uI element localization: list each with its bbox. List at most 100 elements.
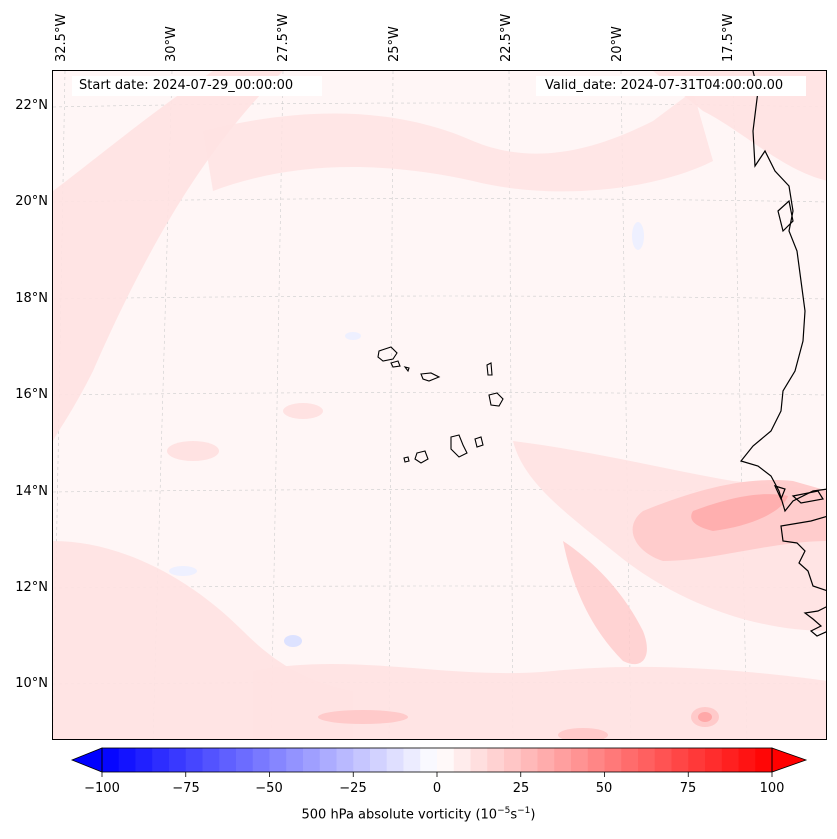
colorbar-segment (135, 748, 153, 772)
contour-northwest-band (53, 71, 283, 441)
colorbar-segment (654, 748, 673, 772)
colorbar-segment (202, 748, 220, 772)
colorbar-extend-max (771, 747, 808, 773)
colorbar-segment (169, 748, 187, 772)
start-date-box (72, 76, 322, 96)
colorbar-ticks (101, 772, 773, 777)
colorbar-segment (403, 748, 421, 772)
island-sao-vicente (390, 360, 401, 368)
colorbar-segment (152, 748, 170, 772)
island-santiago (450, 434, 468, 458)
colorbar-segment (520, 748, 539, 772)
start-date-label: Start date: 2024-07-29_00:00:00 (79, 78, 294, 93)
colorbar-tick-label: 75 (679, 781, 697, 796)
colorbar-segment (604, 748, 622, 772)
colorbar-segment (537, 748, 555, 772)
contour-coast-north (653, 71, 826, 181)
island-sao-nicolau (420, 372, 441, 382)
colorbar-segment (587, 748, 606, 772)
colorbar-segment (269, 748, 287, 772)
coastal-island-1 (777, 199, 794, 233)
valid-date-box (536, 76, 806, 96)
lon-label-22-5w: 22.5°W (499, 13, 514, 62)
island-santa-luzia (403, 366, 410, 373)
lon-label-27-5w: 27.5°W (276, 13, 291, 62)
contour-south-core-1 (318, 710, 408, 724)
guinea-coastline (780, 515, 826, 591)
contour-blue-patch-2 (169, 566, 197, 576)
contour-south-core-3-strong (698, 712, 712, 722)
contour-north-band (203, 91, 713, 192)
contour-south-core-2 (558, 728, 608, 739)
colorbar-segment (453, 748, 472, 772)
lon-label-32-5w: 32.5°W (54, 13, 69, 62)
lon-label-20w: 20°W (610, 26, 625, 62)
island-fogo (414, 450, 429, 464)
west-africa-coastline (739, 71, 826, 513)
vorticity-contours (53, 71, 826, 739)
island-santo-antao (377, 346, 398, 362)
colorbar-label-prefix: 500 hPa absolute vorticity (10 (301, 807, 498, 823)
colorbar-segment (571, 748, 589, 772)
contour-southeast-band (563, 541, 647, 665)
lat-label-18n: 18°N (15, 291, 48, 306)
colorbar-segment (353, 748, 371, 772)
island-sal (486, 362, 493, 376)
lat-label-10n: 10°N (15, 676, 48, 691)
colorbar-segment (252, 748, 271, 772)
colorbar-segment (470, 748, 488, 772)
colorbar-segment (621, 748, 639, 772)
colorbar-tick-label: 0 (432, 781, 442, 796)
colorbar-segment (638, 748, 656, 772)
colorbar-segment (755, 748, 773, 772)
lon-label-25w: 25°W (387, 26, 402, 62)
colorbar-segment (688, 748, 706, 772)
colorbar-segment (336, 748, 354, 772)
colorbar-segment (487, 748, 505, 772)
contour-blue-patch-3 (345, 332, 361, 340)
sierra-leone-coastline (803, 606, 826, 637)
colorbar-tick-label: −50 (255, 781, 283, 796)
colorbar-segment (118, 748, 137, 772)
colorbar-segment (554, 748, 572, 772)
colorbar-segment (504, 748, 522, 772)
island-maio (474, 436, 484, 448)
lat-label-12n: 12°N (15, 580, 48, 595)
island-brava (403, 456, 410, 463)
colorbar-segment (303, 748, 321, 772)
colorbar-segment (185, 748, 204, 772)
lat-label-20n: 20°N (15, 194, 48, 209)
colorbar-segment (721, 748, 740, 772)
lat-label-14n: 14°N (15, 484, 48, 499)
colorbar-extend-min (70, 747, 103, 773)
coastal-island-2 (773, 485, 786, 501)
lon-label-30w: 30°W (164, 26, 179, 62)
map-panel (52, 70, 827, 740)
colorbar-label-exp1: −5 (497, 806, 511, 816)
contour-mid-patch-2 (167, 441, 219, 461)
lat-label-16n: 16°N (15, 387, 48, 402)
colorbar-tick-label: −25 (339, 781, 367, 796)
colorbar-label-suffix: ) (530, 807, 536, 823)
colorbar-segment (236, 748, 254, 772)
contour-south-band (253, 663, 826, 739)
colorbar-label-mid: s (510, 807, 518, 823)
island-boa-vista (488, 392, 504, 407)
colorbar-segment (420, 748, 438, 772)
colorbar-segment (705, 748, 723, 772)
colorbar (70, 747, 808, 777)
colorbar-segments (102, 748, 773, 772)
colorbar-tick-label: −100 (84, 781, 120, 796)
contour-mid-patch-1 (283, 403, 323, 419)
colorbar-segment (219, 748, 237, 772)
colorbar-tick-label: 25 (512, 781, 530, 796)
contour-blue-patch-4 (632, 222, 644, 250)
colorbar-tick-label: 100 (759, 781, 785, 796)
colorbar-segment (437, 748, 455, 772)
colorbar-label: 500 hPa absolute vorticity (10−5s−1) (0, 806, 837, 822)
cape-verde-islands (377, 346, 504, 464)
colorbar-label-exp2: −1 (517, 806, 531, 816)
colorbar-segment (671, 748, 689, 772)
colorbar-segment (286, 748, 304, 772)
lat-label-22n: 22°N (15, 98, 48, 113)
